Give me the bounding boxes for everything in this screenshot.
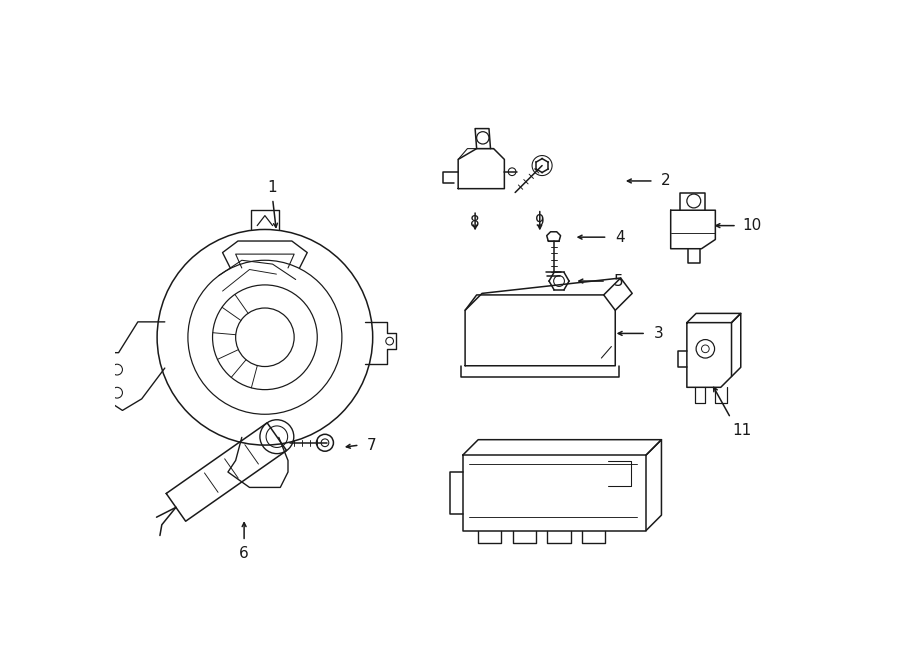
Text: 11: 11	[732, 423, 752, 438]
Text: 6: 6	[239, 546, 249, 561]
Text: 8: 8	[471, 215, 480, 230]
Text: 9: 9	[535, 214, 544, 229]
Text: 5: 5	[614, 274, 623, 289]
Text: 3: 3	[653, 326, 663, 341]
Text: 4: 4	[615, 229, 625, 245]
Text: 10: 10	[742, 218, 762, 233]
Text: 2: 2	[662, 173, 670, 188]
Text: 7: 7	[367, 438, 377, 453]
Text: 1: 1	[268, 180, 277, 196]
